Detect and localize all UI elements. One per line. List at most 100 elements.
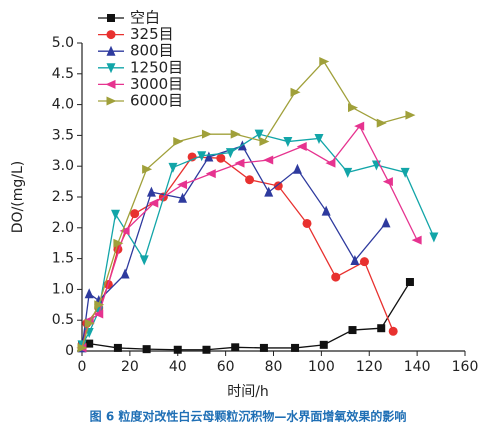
- y-tick-label: 2.5: [52, 189, 74, 205]
- data-point: [314, 133, 324, 144]
- data-point: [94, 300, 105, 310]
- data-point: [264, 186, 274, 197]
- data-point: [347, 103, 358, 113]
- data-point: [231, 343, 240, 352]
- data-point: [331, 272, 341, 282]
- x-tick-label: 120: [356, 359, 383, 375]
- data-point: [245, 175, 255, 185]
- legend-label: 1250目: [130, 58, 183, 76]
- data-point: [321, 205, 331, 216]
- series-line: [81, 145, 387, 349]
- data-point: [84, 288, 94, 299]
- legend-marker: [106, 63, 116, 74]
- data-point: [204, 151, 214, 162]
- legend-label: 800目: [130, 42, 174, 60]
- legend-marker: [106, 45, 116, 56]
- data-point: [411, 235, 422, 245]
- data-point: [405, 278, 414, 287]
- data-point: [283, 137, 293, 148]
- data-point: [77, 343, 88, 353]
- data-point: [119, 226, 130, 236]
- data-point: [359, 257, 369, 267]
- data-point: [216, 153, 226, 163]
- y-tick-label: 3.0: [52, 158, 74, 174]
- y-axis-label: DO/(mg/L): [10, 161, 26, 233]
- data-point: [259, 137, 270, 147]
- data-point: [292, 163, 302, 174]
- data-point: [93, 309, 104, 319]
- x-tick-label: 0: [78, 359, 87, 375]
- data-point: [263, 155, 274, 165]
- y-tick-label: 1.5: [52, 251, 74, 267]
- data-point: [113, 343, 122, 352]
- legend-marker: [105, 79, 116, 89]
- data-point: [202, 345, 211, 354]
- data-point: [319, 56, 330, 66]
- data-point: [168, 162, 178, 173]
- data-point: [173, 345, 182, 354]
- data-point: [381, 217, 391, 228]
- data-point: [400, 167, 410, 178]
- x-tick-label: 100: [308, 359, 335, 375]
- data-point: [205, 169, 216, 179]
- data-point: [259, 343, 268, 352]
- y-tick-label: 4.0: [52, 97, 74, 113]
- data-point: [130, 209, 140, 219]
- series-line: [81, 281, 411, 351]
- legend-label: 空白: [130, 9, 160, 27]
- data-point: [382, 177, 393, 187]
- data-point: [429, 232, 439, 243]
- y-tick-label: 3.5: [52, 127, 74, 143]
- data-point: [302, 218, 312, 228]
- data-point: [225, 148, 235, 159]
- y-tick-label: 1.0: [52, 281, 74, 297]
- data-point: [178, 192, 188, 203]
- data-point: [148, 198, 159, 208]
- x-tick-label: 60: [217, 359, 235, 375]
- data-point: [405, 110, 416, 120]
- data-point: [120, 268, 130, 279]
- data-point: [254, 129, 264, 140]
- x-tick-label: 140: [404, 359, 431, 375]
- legend-label: 3000目: [130, 75, 183, 93]
- data-point: [348, 326, 357, 335]
- series-line: [81, 124, 418, 349]
- x-tick-label: 160: [452, 359, 479, 375]
- legend-marker: [106, 30, 116, 40]
- data-point: [319, 340, 328, 349]
- data-point: [291, 343, 300, 352]
- data-point: [113, 238, 124, 248]
- data-point: [325, 158, 336, 168]
- legend-marker: [106, 96, 117, 106]
- data-point: [343, 167, 353, 178]
- legend-marker: [107, 14, 115, 22]
- data-point: [177, 180, 188, 190]
- legend-label: 6000目: [130, 92, 183, 110]
- data-point: [84, 318, 95, 328]
- data-point: [111, 209, 121, 220]
- series-line: [81, 156, 394, 345]
- data-point: [273, 181, 283, 191]
- data-point: [290, 87, 301, 97]
- data-point: [139, 255, 149, 266]
- data-point: [376, 118, 387, 128]
- x-tick-label: 20: [121, 359, 139, 375]
- data-point: [201, 129, 212, 139]
- data-point: [142, 164, 153, 174]
- data-point: [146, 186, 156, 197]
- caption: 图 6 粒度对改性白云母颗粒沉积物—水界面增氧效果的影响: [90, 409, 407, 424]
- y-tick-label: 5.0: [52, 35, 74, 51]
- x-axis-label: 时间/h: [227, 384, 269, 400]
- data-point: [388, 326, 398, 336]
- series-line: [81, 133, 435, 346]
- data-point: [173, 137, 184, 147]
- series-line: [81, 60, 411, 349]
- data-point: [142, 345, 151, 354]
- x-tick-label: 80: [265, 359, 283, 375]
- y-tick-label: 0.5: [52, 312, 74, 328]
- data-point: [296, 141, 307, 151]
- y-tick-label: 2.0: [52, 220, 74, 236]
- y-tick-label: 4.5: [52, 66, 74, 82]
- data-point: [354, 121, 365, 131]
